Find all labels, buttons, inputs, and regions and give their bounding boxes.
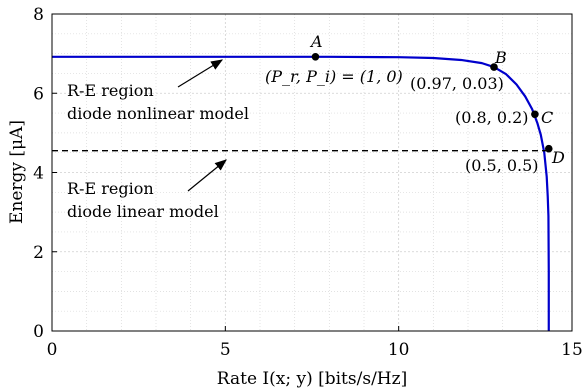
y-axis-label: Energy [μA] bbox=[7, 120, 27, 224]
ticks: 0 5 10 15 0 2 4 6 8 bbox=[33, 5, 582, 360]
x-tick-label: 15 bbox=[561, 340, 582, 360]
linear-region-label-line2: diode linear model bbox=[67, 202, 219, 221]
y-tick-label: 2 bbox=[33, 243, 44, 263]
y-tick-label: 6 bbox=[33, 84, 44, 104]
nonlinear-region-label-line1: R-E region bbox=[67, 81, 154, 100]
y-tick-label: 0 bbox=[33, 322, 44, 342]
x-tick-label: 0 bbox=[47, 340, 58, 360]
point-label-b: B bbox=[494, 48, 507, 67]
linear-arrow bbox=[187, 159, 227, 192]
point-label-a: A bbox=[309, 32, 323, 51]
point-label-d: D bbox=[551, 148, 565, 167]
d-coord-annotation: (0.5, 0.5) bbox=[465, 156, 539, 175]
b-coord-annotation: (0.97, 0.03) bbox=[410, 74, 504, 93]
point-marker-a bbox=[311, 52, 320, 61]
c-coord-annotation: (0.8, 0.2) bbox=[455, 108, 529, 127]
x-axis-label: Rate I(x; y) [bits/s/Hz] bbox=[217, 369, 407, 389]
x-tick-label: 10 bbox=[388, 340, 410, 360]
point-marker-b bbox=[490, 63, 498, 71]
nonlinear-arrow bbox=[177, 59, 224, 88]
series-layer bbox=[52, 55, 550, 331]
nonlinear-model-curve bbox=[52, 55, 550, 331]
x-tick-label: 5 bbox=[220, 340, 231, 360]
points-layer bbox=[311, 52, 553, 153]
point-marker-d bbox=[544, 144, 553, 153]
a-coord-annotation: (P_r, P_i) = (1, 0) bbox=[265, 67, 403, 86]
linear-region-label-line1: R-E region bbox=[67, 179, 154, 198]
point-marker-c bbox=[531, 110, 539, 119]
y-tick-label: 8 bbox=[33, 5, 44, 25]
point-label-c: C bbox=[541, 108, 553, 127]
nonlinear-region-label-line2: diode nonlinear model bbox=[67, 104, 249, 123]
y-tick-label: 4 bbox=[33, 164, 44, 184]
